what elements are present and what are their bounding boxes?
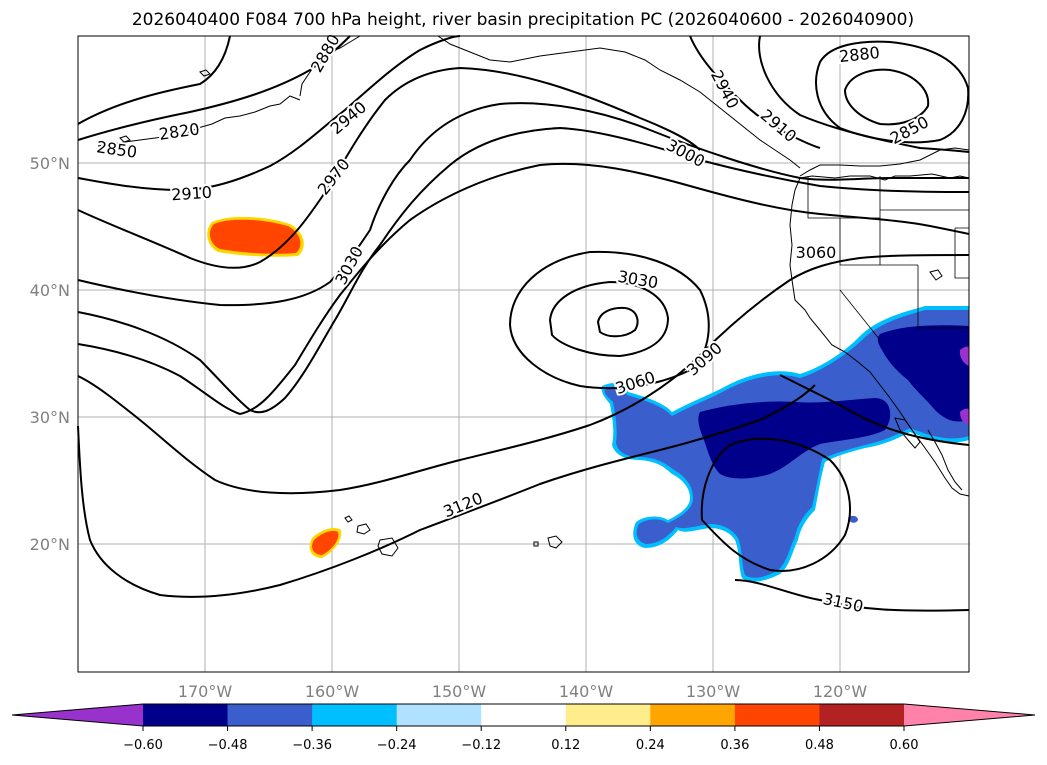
longitude-labels: 170°W 160°W 150°W 140°W 130°W 120°W <box>178 682 868 701</box>
colorbar <box>11 703 1036 727</box>
colorbar-tick-label: 0.48 <box>805 738 834 753</box>
map-frame <box>77 35 970 673</box>
contour-label: 3060 <box>796 243 837 262</box>
colorbar-tick-label: 0.24 <box>636 738 665 753</box>
colorbar-tick-label: 0.60 <box>890 738 919 753</box>
colorbar-tick-label: −0.36 <box>292 738 332 753</box>
colorbar-segment <box>565 704 651 726</box>
political-borders <box>807 176 969 341</box>
lat-label-30n: 30°N <box>30 408 70 427</box>
figure-title: 2026040400 F084 700 hPa height, river ba… <box>132 10 914 30</box>
lon-label-140w: 140°W <box>559 682 614 701</box>
colorbar-extend-max <box>904 704 1035 726</box>
colorbar-tick-label: 0.36 <box>720 738 749 753</box>
latitude-labels: 50°N 40°N 30°N 20°N <box>30 154 70 554</box>
colorbar-segment <box>481 704 567 726</box>
lon-label-120w: 120°W <box>813 682 868 701</box>
colorbar-tick-label: −0.12 <box>461 738 501 753</box>
colorbar-segment <box>650 704 736 726</box>
colorbar-tick-label: −0.60 <box>123 738 163 753</box>
colorbar-segment <box>734 704 820 726</box>
colorbar-tick-label: −0.24 <box>377 738 417 753</box>
lat-label-20n: 20°N <box>30 535 70 554</box>
contour-label: 2910 <box>171 183 213 205</box>
colorbar-segment <box>227 704 313 726</box>
colorbar-extend-min <box>12 704 143 726</box>
lat-label-40n: 40°N <box>30 281 70 300</box>
lat-label-50n: 50°N <box>30 154 70 173</box>
colorbar-segment <box>819 704 905 726</box>
precip-cool-anomaly-east-pacific <box>601 306 969 582</box>
colorbar-tick-label: 0.12 <box>551 738 580 753</box>
height-contours <box>77 35 970 612</box>
lon-label-170w: 170°W <box>178 682 233 701</box>
colorbar-segment <box>143 704 229 726</box>
lon-label-150w: 150°W <box>432 682 487 701</box>
colorbar-ticks: −0.60 −0.48 −0.36 −0.24 −0.12 0.12 0.24 0.36 0.4… <box>123 726 918 753</box>
lon-label-130w: 130°W <box>686 682 741 701</box>
colorbar-segment <box>312 704 398 726</box>
precip-warm-anomaly-hawaii <box>309 527 342 558</box>
colorbar-tick-label: −0.48 <box>208 738 248 753</box>
colorbar-segment <box>396 704 482 726</box>
lon-label-160w: 160°W <box>305 682 360 701</box>
